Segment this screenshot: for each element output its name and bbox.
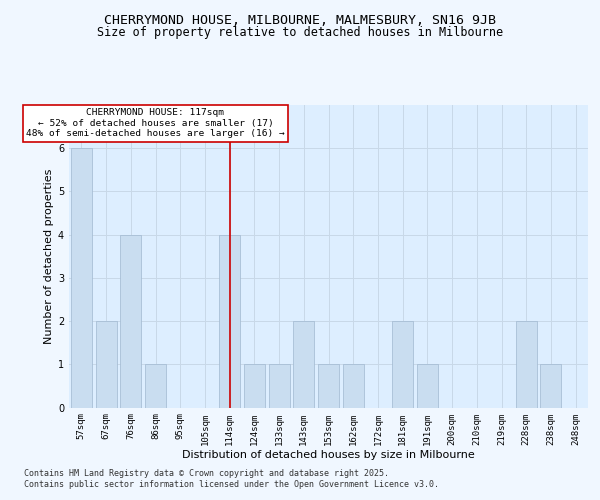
Y-axis label: Number of detached properties: Number of detached properties <box>44 168 54 344</box>
Bar <box>343 364 364 408</box>
Bar <box>219 234 240 408</box>
Bar <box>318 364 339 408</box>
Bar <box>516 321 537 408</box>
Text: Contains public sector information licensed under the Open Government Licence v3: Contains public sector information licen… <box>24 480 439 489</box>
Bar <box>541 364 562 408</box>
X-axis label: Distribution of detached houses by size in Milbourne: Distribution of detached houses by size … <box>182 450 475 460</box>
Bar <box>293 321 314 408</box>
Text: CHERRYMOND HOUSE, MILBOURNE, MALMESBURY, SN16 9JB: CHERRYMOND HOUSE, MILBOURNE, MALMESBURY,… <box>104 14 496 27</box>
Bar <box>145 364 166 408</box>
Text: CHERRYMOND HOUSE: 117sqm
← 52% of detached houses are smaller (17)
48% of semi-d: CHERRYMOND HOUSE: 117sqm ← 52% of detach… <box>26 108 285 138</box>
Bar <box>417 364 438 408</box>
Text: Size of property relative to detached houses in Milbourne: Size of property relative to detached ho… <box>97 26 503 39</box>
Text: Contains HM Land Registry data © Crown copyright and database right 2025.: Contains HM Land Registry data © Crown c… <box>24 469 389 478</box>
Bar <box>71 148 92 407</box>
Bar <box>392 321 413 408</box>
Bar <box>269 364 290 408</box>
Bar <box>244 364 265 408</box>
Bar <box>95 321 116 408</box>
Bar <box>120 234 141 408</box>
